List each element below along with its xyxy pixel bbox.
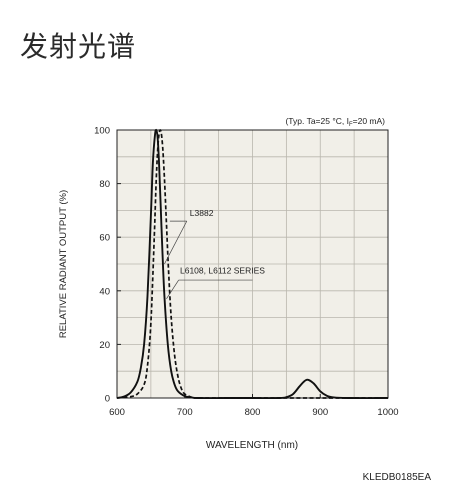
y-tick-label: 100 — [94, 126, 110, 137]
y-tick-label: 80 — [99, 179, 110, 190]
page-title: 发射光谱 — [20, 30, 137, 63]
condition-note-main: (Typ. Ta=25 °C, I — [285, 116, 348, 126]
x-axis-title: WAVELENGTH (nm) — [206, 440, 298, 451]
axis-ticks: 600 700 800 900 1000 0 20 40 60 80 100 — [94, 126, 398, 419]
y-tick-label: 20 — [99, 340, 110, 351]
x-tick-label: 900 — [312, 407, 328, 418]
document-code: KLEDB0185EA — [362, 472, 431, 483]
series-line-l3882 — [116, 128, 389, 400]
x-tick-label: 1000 — [377, 407, 398, 418]
condition-note: (Typ. Ta=25 °C, IF=20 mA) — [285, 116, 385, 128]
grid — [117, 130, 388, 398]
y-tick-label: 40 — [99, 286, 110, 297]
annotation-l3882: L3882 — [190, 208, 214, 218]
x-tick-label: 800 — [245, 407, 261, 418]
x-tick-label: 700 — [177, 407, 193, 418]
series-group — [116, 128, 389, 400]
condition-note-sub: F — [349, 122, 353, 128]
x-tick-label: 600 — [109, 407, 125, 418]
leader-line-l6108 — [166, 279, 179, 300]
y-tick-label: 0 — [105, 394, 110, 405]
annotation-l6108-l6112: L6108, L6112 SERIES — [180, 265, 265, 275]
leader-line-l3882-diag — [164, 220, 188, 265]
condition-note-tail: =20 mA) — [353, 116, 386, 126]
annotations: L3882 L6108, L6112 SERIES — [164, 208, 265, 300]
y-tick-label: 60 — [99, 233, 110, 244]
series-line-l6108-l6112 — [116, 129, 388, 399]
y-axis-title: RELATIVE RADIANT OUTPUT (%) — [58, 190, 69, 338]
